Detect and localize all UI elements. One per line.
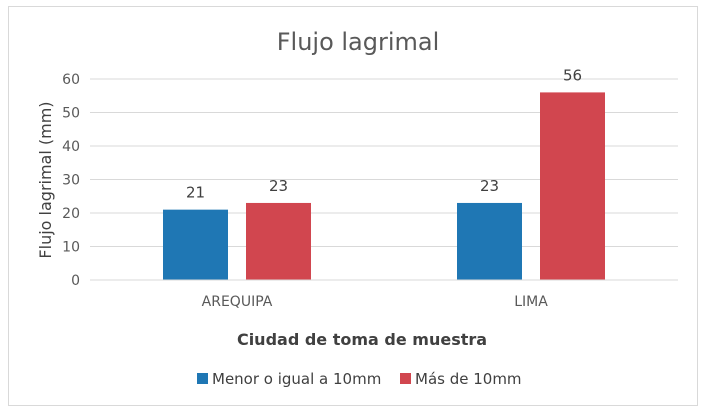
data-label: 23 xyxy=(269,177,288,195)
y-tick-label: 60 xyxy=(62,72,80,88)
data-label: 21 xyxy=(186,184,205,202)
legend-swatch xyxy=(400,373,411,384)
x-axis-ticks: AREQUIPA LIMA xyxy=(90,279,678,310)
y-tick-label: 20 xyxy=(62,206,80,222)
legend-label: Menor o igual a 10mm xyxy=(212,370,381,388)
x-axis-title: Ciudad de toma de muestra xyxy=(237,330,487,349)
data-label: 56 xyxy=(563,66,582,84)
bar xyxy=(246,202,311,280)
bar xyxy=(457,202,522,280)
y-tick-label: 10 xyxy=(62,240,80,256)
x-tick-label: AREQUIPA xyxy=(202,294,273,310)
x-tick-label: LIMA xyxy=(514,294,548,310)
y-axis-ticks: 0 10 20 30 40 50 60 xyxy=(62,72,80,289)
bars xyxy=(163,92,605,281)
legend-label: Más de 10mm xyxy=(415,370,522,388)
legend-swatch xyxy=(197,373,208,384)
y-axis-title: Flujo lagrimal (mm) xyxy=(36,101,55,258)
data-labels: 21 23 23 56 xyxy=(186,66,582,201)
y-tick-label: 40 xyxy=(62,139,80,155)
bar xyxy=(163,209,228,280)
y-tick-label: 50 xyxy=(62,106,80,122)
y-tick-label: 0 xyxy=(71,273,80,289)
legend: Menor o igual a 10mm Más de 10mm xyxy=(197,370,522,388)
y-tick-label: 30 xyxy=(62,173,80,189)
data-label: 23 xyxy=(480,177,499,195)
chart-title: Flujo lagrimal xyxy=(277,28,440,56)
bar xyxy=(540,92,605,281)
